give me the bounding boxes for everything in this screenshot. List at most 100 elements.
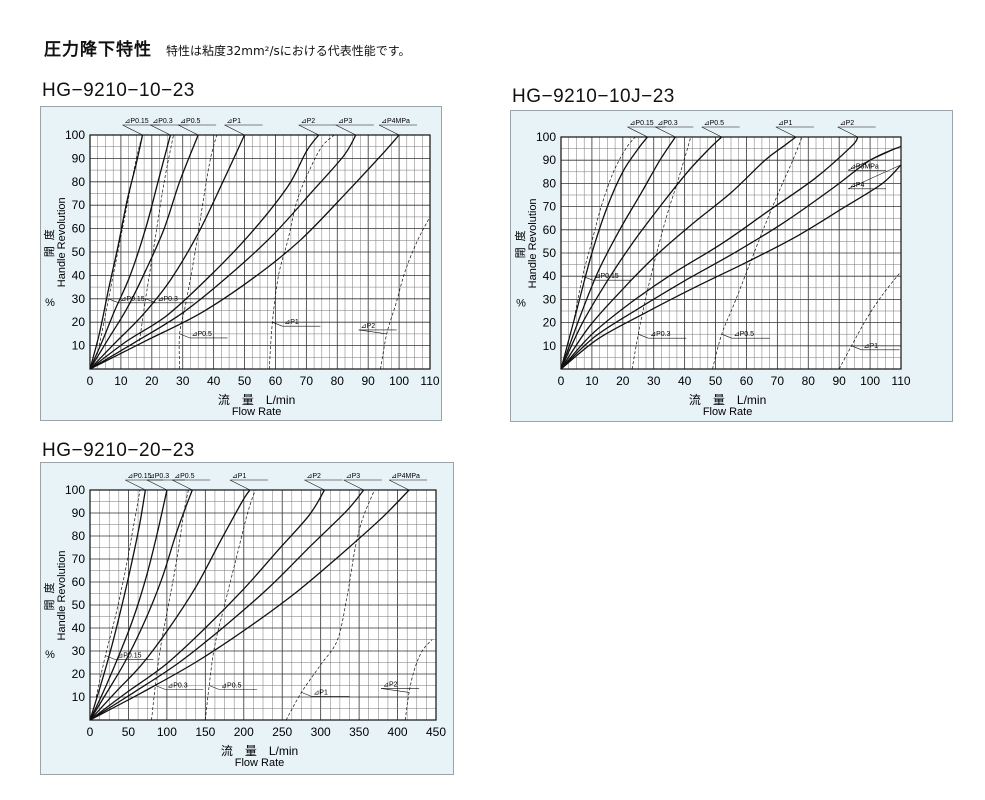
y-tick-label: 30: [543, 292, 557, 306]
y-axis-label-en: Handle Revolution: [527, 198, 539, 288]
series-line: [89, 134, 199, 370]
series-leader: [146, 479, 168, 491]
series-label: ⊿P0.15: [125, 118, 149, 125]
series-label: ⊿P0.15: [630, 120, 654, 127]
series-line-dashed: [151, 489, 189, 721]
y-tick-label: 10: [72, 690, 86, 704]
series-label: ⊿P1: [227, 118, 242, 125]
y-axis-unit: %: [45, 297, 55, 309]
y-axis-label-en: Handle Revolution: [56, 197, 68, 287]
series-label: ⊿P3: [338, 118, 353, 125]
y-tick-label: 30: [72, 292, 86, 306]
y-tick-label: 30: [72, 644, 86, 658]
series-leader: [125, 479, 146, 491]
series-line: [89, 489, 410, 721]
x-tick-label: 70: [300, 374, 314, 388]
series-leader: [378, 124, 400, 136]
series-leader: [155, 685, 166, 690]
x-tick-label: 110: [420, 374, 439, 388]
y-axis-label-en: Handle Revolution: [56, 551, 68, 641]
x-axis-label-jp: 流 量 L/min: [689, 393, 766, 407]
series-line: [89, 134, 320, 370]
x-tick-label: 0: [558, 374, 565, 388]
series-label: ⊿P2: [383, 681, 398, 688]
y-tick-label: 50: [72, 598, 86, 612]
y-tick-label: 20: [72, 667, 86, 681]
y-tick-label: 40: [72, 268, 86, 282]
series-line: [89, 489, 326, 721]
series-line: [560, 136, 723, 370]
series-leader: [179, 333, 190, 339]
x-tick-label: 60: [740, 374, 754, 388]
y-tick-label: 50: [72, 245, 86, 259]
series-line: [89, 134, 144, 370]
series-line: [560, 136, 859, 370]
chart-panel-3: 0 50 100 150 200 250 300 350 400 450 10 20 30 40 50 60 7…: [40, 462, 454, 775]
series-label: ⊿P0.5: [192, 331, 212, 338]
series-label: ⊿P1: [313, 689, 328, 696]
x-axis-label-en: Flow Rate: [703, 406, 753, 418]
series-label: ⊿P0.15: [127, 473, 151, 480]
series-label: ⊿P0.3: [158, 296, 178, 303]
series-line-dashed: [268, 134, 335, 370]
series-line: [560, 145, 902, 370]
series-label: ⊿P0.3: [149, 473, 169, 480]
series-label: ⊿P0.3: [152, 118, 172, 125]
series-leader: [304, 479, 325, 491]
series-label: ⊿P3: [346, 473, 361, 480]
series-leader: [851, 345, 862, 351]
series-line-dashed: [380, 216, 431, 370]
x-tick-label: 20: [616, 374, 630, 388]
x-tick-label: 80: [802, 374, 816, 388]
y-tick-label: 70: [72, 198, 86, 212]
series-line: [560, 136, 649, 370]
series-label: ⊿P0.5: [221, 683, 241, 690]
series-line: [89, 489, 365, 721]
y-tick-label: 100: [65, 483, 85, 497]
series-line: [89, 489, 168, 721]
series-leader: [721, 333, 732, 339]
series-leader: [582, 275, 593, 281]
series-line: [560, 136, 797, 370]
x-tick-label: 20: [145, 374, 159, 388]
series-leader: [775, 126, 797, 138]
x-axis-label-en: Flow Rate: [235, 757, 285, 769]
series-leader: [272, 321, 283, 327]
series-label: ⊿P0.5: [174, 473, 194, 480]
chart-2: 0 10 20 30 40 50 60 70 80 90 100 110 10 20 30 40 50 60 70 8…: [513, 120, 911, 418]
chart-panel-1: 0 10 20 30 40 50 60 70 80 90 100 110 10 20 30 40 50 60 70 8…: [40, 106, 442, 421]
series-leader: [145, 298, 156, 304]
x-tick-label: 100: [157, 725, 177, 739]
series-line-dashed: [204, 489, 256, 721]
x-tick-label: 100: [389, 374, 409, 388]
series-leader: [150, 124, 171, 136]
y-axis-label-jp: 開度: [42, 223, 56, 257]
x-tick-label: 60: [269, 374, 283, 388]
y-tick-label: 80: [543, 176, 557, 190]
x-tick-label: 40: [207, 374, 221, 388]
x-tick-label: 100: [860, 374, 880, 388]
series-label: ⊿P4MPa: [391, 473, 420, 480]
series-label: ⊿P1: [778, 120, 793, 127]
series-label: ⊿P0.5: [180, 118, 200, 125]
series-line: [89, 134, 400, 370]
x-axis-label-jp: 流 量 L/min: [221, 744, 298, 758]
series-leader: [229, 479, 251, 491]
x-tick-label: 50: [709, 374, 723, 388]
x-tick-label: 150: [195, 725, 215, 739]
series-leader: [301, 692, 312, 697]
y-tick-label: 60: [72, 575, 86, 589]
series-line: [89, 134, 357, 370]
y-tick-label: 20: [543, 316, 557, 330]
x-tick-label: 50: [238, 374, 252, 388]
page-subtitle: 特性は粘度32mm²/sにおける代表性能です。: [166, 44, 411, 58]
x-tick-label: 350: [349, 725, 369, 739]
y-tick-label: 40: [72, 621, 86, 635]
series-label: ⊿P0.15: [595, 273, 619, 280]
series-leader: [298, 124, 319, 136]
y-tick-label: 50: [543, 246, 557, 260]
x-tick-label: 50: [122, 725, 136, 739]
series-label: ⊿P0.15: [121, 296, 145, 303]
series-line-dashed: [712, 136, 803, 370]
x-tick-label: 300: [311, 725, 331, 739]
